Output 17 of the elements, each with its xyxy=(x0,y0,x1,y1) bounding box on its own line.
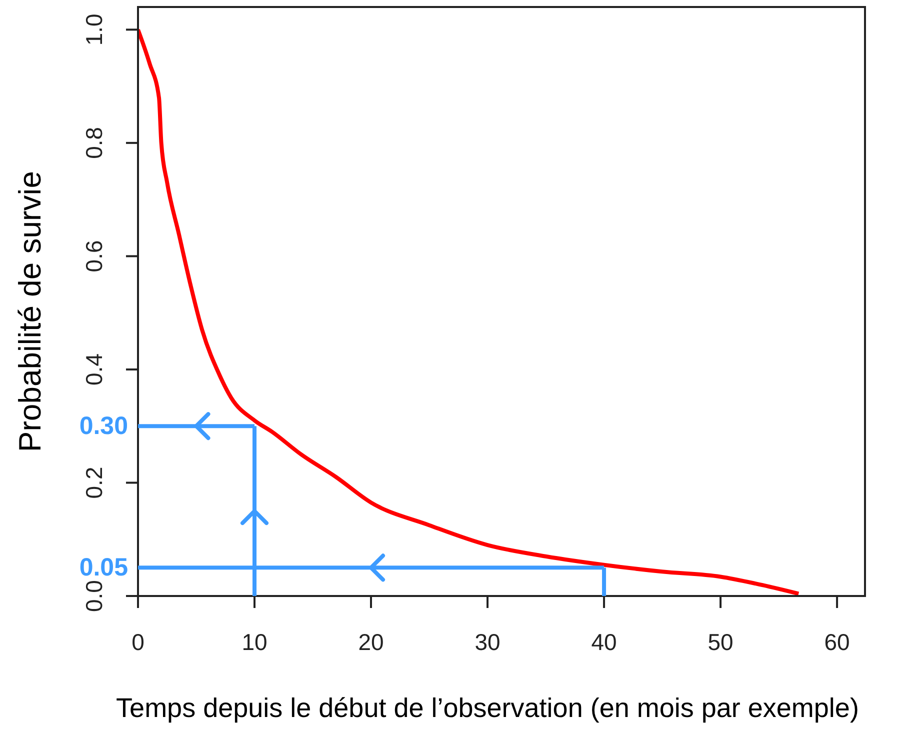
annotation: 0.05 xyxy=(79,554,128,582)
x-tick-label: 30 xyxy=(474,629,500,655)
y-tick-label: 1.0 xyxy=(81,14,107,46)
x-tick-label: 0 xyxy=(132,629,144,655)
x-tick-label: 10 xyxy=(242,629,268,655)
y-tick-label: 0.6 xyxy=(81,240,107,272)
x-axis-title: Temps depuis le début de l’observation (en mois par exemple) xyxy=(116,693,859,723)
x-tick-label: 40 xyxy=(591,629,617,655)
y-tick-label: 0.8 xyxy=(81,126,107,159)
y-axis-title: Probabilité de survie xyxy=(12,171,48,452)
x-tick-label: 50 xyxy=(708,629,734,655)
x-tick-label: 60 xyxy=(824,629,850,655)
x-tick-label: 20 xyxy=(358,629,384,655)
y-tick-label: 0.2 xyxy=(81,466,107,499)
annotation: 0.30 xyxy=(79,412,128,440)
y-tick-label: 0.4 xyxy=(81,353,107,386)
y-tick-label: 0.0 xyxy=(81,580,107,612)
